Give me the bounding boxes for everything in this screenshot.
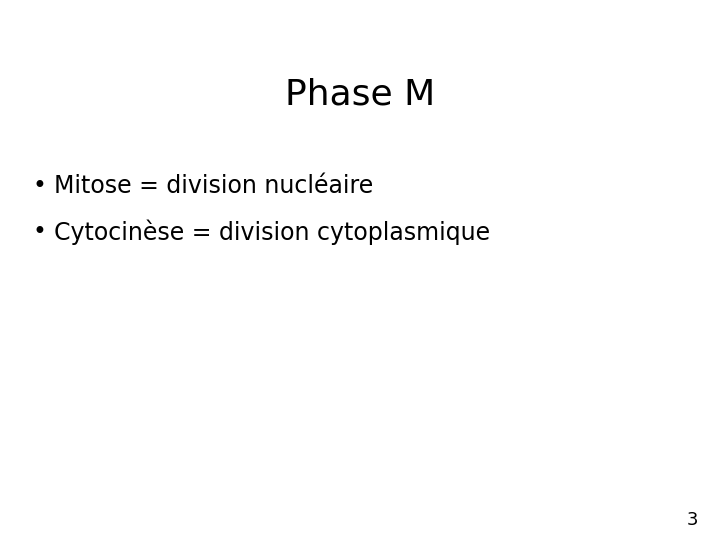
Text: •: • [32,220,47,244]
Text: 3: 3 [687,511,698,529]
Text: Phase M: Phase M [285,78,435,111]
Text: Mitose = division nucléaire: Mitose = division nucléaire [54,174,373,198]
Text: Cytocinèse = division cytoplasmique: Cytocinèse = division cytoplasmique [54,219,490,245]
Text: •: • [32,174,47,198]
